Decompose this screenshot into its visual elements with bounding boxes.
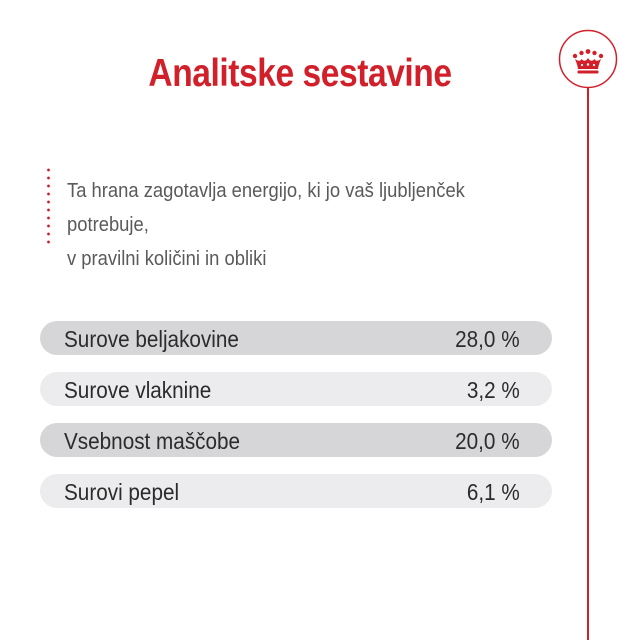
crown-badge <box>558 29 618 89</box>
row-value: 6,1 % <box>467 479 520 505</box>
row-value: 20,0 % <box>455 428 520 454</box>
table-row: Vsebnost maščobe 20,0 % <box>40 423 552 457</box>
row-label: Surove beljakovine <box>64 326 239 352</box>
row-value: 28,0 % <box>455 326 520 352</box>
row-label: Vsebnost maščobe <box>64 428 241 454</box>
description-line-2: v pravilni količini in obliki <box>67 248 267 270</box>
description: Ta hrana zagotavlja energijo, ki jo vaš … <box>67 174 545 276</box>
crown-icon <box>558 29 618 89</box>
table-row: Surovi pepel 6,1 % <box>40 474 552 508</box>
table-row: Surove beljakovine 28,0 % <box>40 321 552 355</box>
row-label: Surovi pepel <box>64 479 180 505</box>
nutrient-table: Surove beljakovine 28,0 % Surove vlaknin… <box>40 321 552 525</box>
row-label: Surove vlaknine <box>64 377 212 403</box>
row-value: 3,2 % <box>467 377 520 403</box>
description-line-1: Ta hrana zagotavlja energijo, ki jo vaš … <box>67 180 465 236</box>
dotted-accent <box>47 166 50 248</box>
page-title: Analitske sestavine <box>148 52 452 95</box>
table-row: Surove vlaknine 3,2 % <box>40 372 552 406</box>
vertical-divider <box>587 88 589 640</box>
